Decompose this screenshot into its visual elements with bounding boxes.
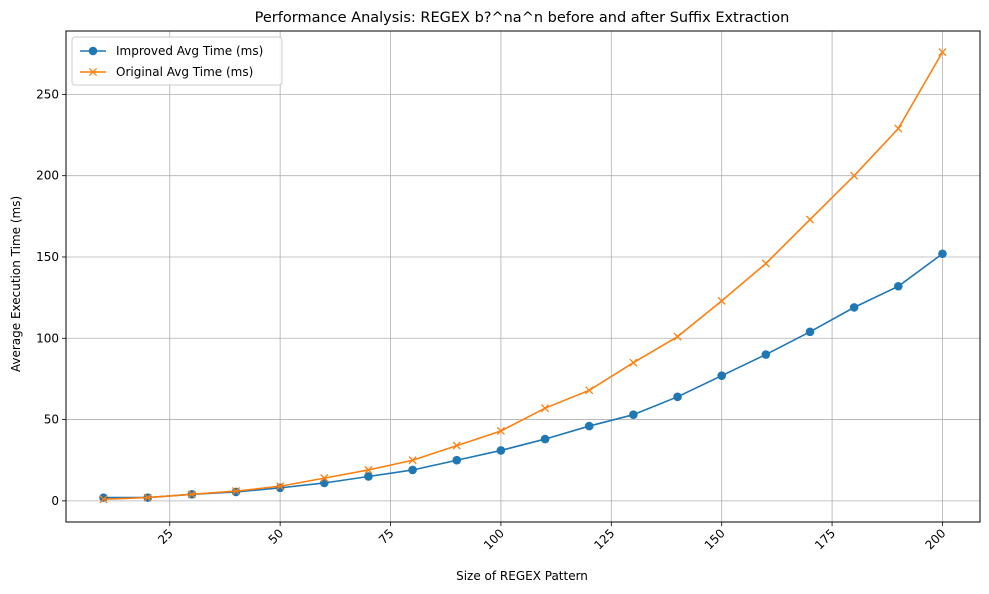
data-point [894,124,903,133]
data-point [629,410,638,419]
data-point [364,472,373,481]
data-point [761,259,770,268]
data-point [938,249,947,259]
data-point [496,446,506,455]
data-point [541,404,550,413]
series-line [103,253,943,499]
legend-box [71,36,283,86]
y-axis-label: Average Execution Time (ms) [9,196,23,372]
legend-label: Original Avg Time (ms) [116,65,253,79]
data-point [894,281,903,291]
data-point [761,350,771,359]
y-tick-label: 100 [36,331,59,345]
y-tick-label: 0 [51,494,59,508]
data-point [673,392,682,402]
legend-item: Improved Avg Time (ms) [80,44,263,58]
y-tick-label: 200 [36,169,59,183]
y-tick-label: 50 [44,413,59,427]
chart-title: Performance Analysis: REGEX b?^na^n befo… [255,10,790,26]
data-point [849,303,859,312]
data-point [275,483,285,493]
data-point [364,465,373,475]
data-point [850,171,859,180]
data-point [276,482,285,491]
data-point [805,215,815,224]
data-point [938,48,947,57]
data-point [99,493,108,502]
data-point [452,441,461,450]
data-point [408,456,417,465]
data-point [673,332,682,341]
data-point [717,296,726,305]
data-point [187,490,196,499]
data-point [231,487,241,496]
series-2 [99,48,947,504]
data-point [320,474,329,483]
x-axis-label: Size of REGEX Pattern [456,569,588,583]
data-point [143,493,152,502]
data-point [805,327,815,337]
series-line [103,51,944,501]
legend-marker [88,46,98,56]
legend-marker [88,67,98,77]
data-point [408,465,417,475]
series-layer [99,48,947,504]
legend-item: Original Avg Time (ms) [80,65,253,79]
plot-frame [65,30,981,523]
data-point [584,421,594,431]
legend-label: Improved Avg Time (ms) [116,44,263,58]
data-point [629,358,638,367]
y-axis-ticks: 0 50 100 150 200 250 [36,87,66,508]
data-point [320,478,329,488]
data-point [99,495,108,504]
y-tick-label: 250 [36,87,59,101]
data-point [452,455,462,465]
legend: Improved Avg Time (ms) Original Avg Time … [71,36,283,86]
data-point [585,386,594,395]
data-point [717,371,726,380]
data-point [540,434,550,444]
data-point [496,426,505,436]
y-tick-label: 150 [36,250,59,264]
